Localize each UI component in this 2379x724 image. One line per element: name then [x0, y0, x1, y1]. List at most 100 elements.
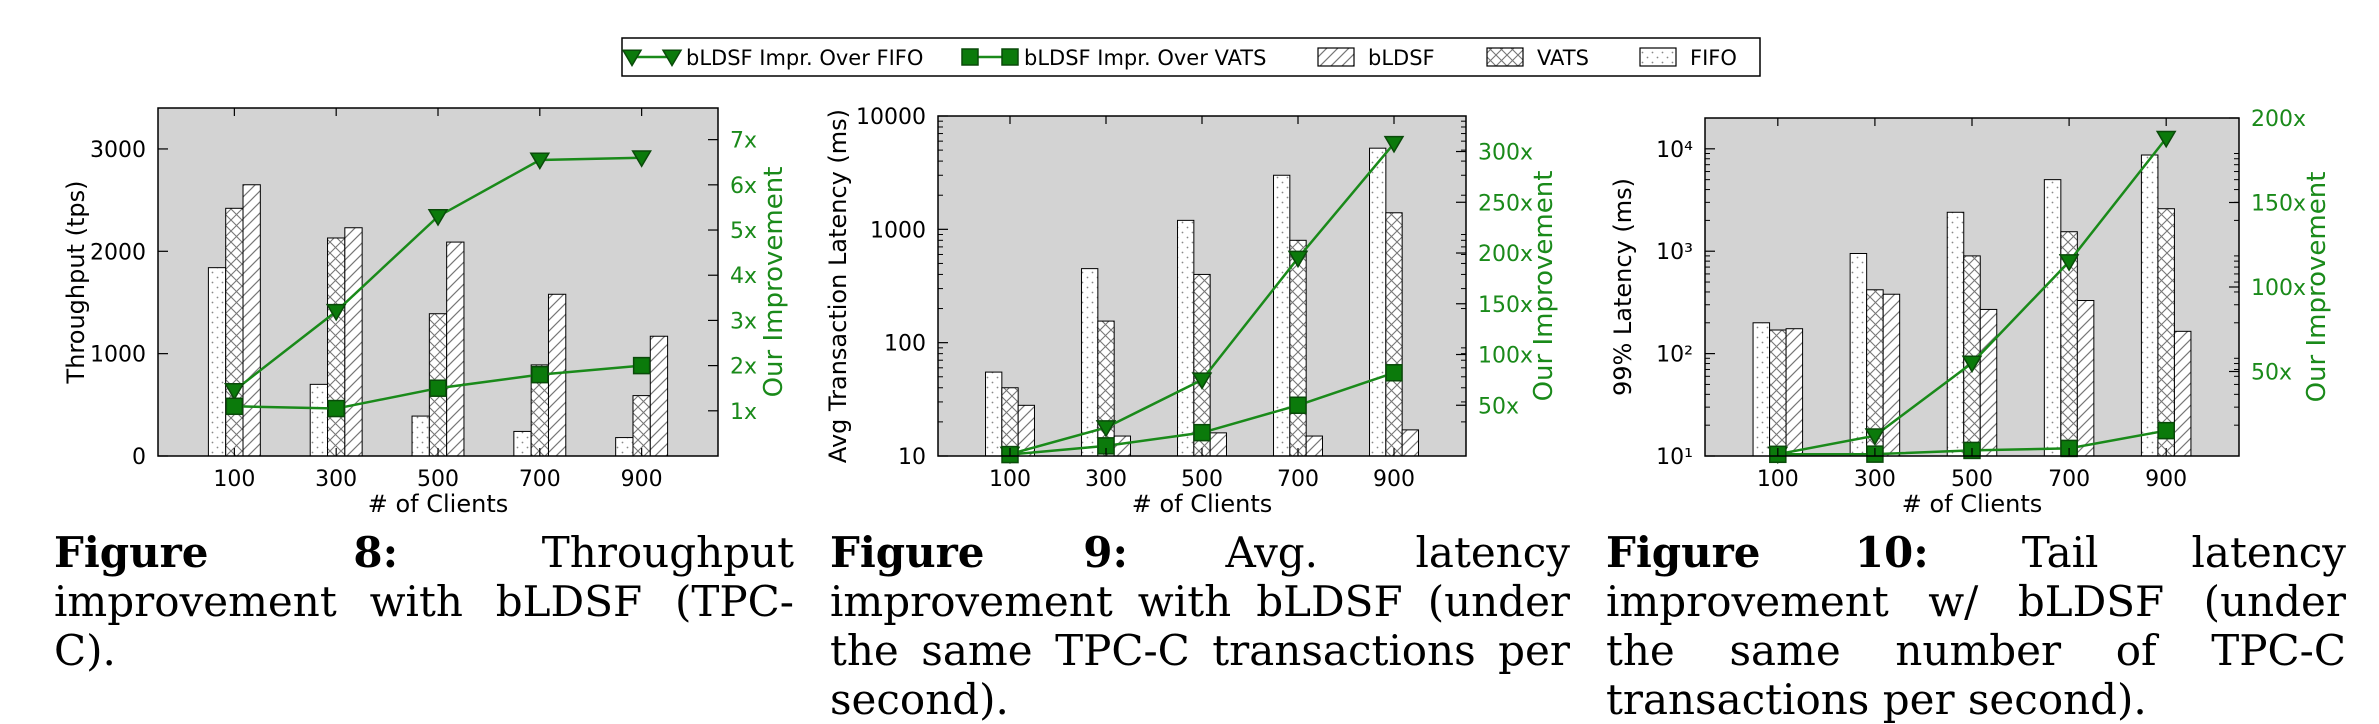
legend-item: FIFO — [1639, 46, 1737, 70]
caption-text: Throughput improvement with bLDSF (TPC-C… — [54, 528, 794, 675]
caption-label: Figure 9: — [830, 528, 1128, 577]
legend-item: bLDSF Impr. Over FIFO — [621, 46, 923, 70]
bar-vats — [327, 237, 346, 457]
bar-bldsf — [547, 293, 567, 457]
x-tick-label: 900 — [2145, 467, 2187, 492]
legend-swatch — [1639, 47, 1677, 67]
marker-impr-over-vats — [632, 356, 651, 375]
bar-bldsf — [649, 335, 669, 457]
y2-tick-label: 4x — [730, 264, 757, 289]
legend-marker — [661, 49, 683, 68]
marker-impr-over-fifo — [1191, 372, 1213, 390]
x-tick-label: 500 — [1181, 467, 1223, 492]
y-tick-label: 10² — [1656, 343, 1693, 368]
figure-canvas: bLDSF Impr. Over FIFO bLDSF Impr. Over VA… — [62, 37, 2332, 518]
y-tick-label: 10¹ — [1656, 445, 1693, 470]
bar-fifo — [985, 371, 1003, 457]
bar-bldsf — [2173, 330, 2192, 457]
marker-impr-over-fifo — [1095, 420, 1117, 438]
y-tick-label: 1000 — [90, 343, 146, 368]
marker-impr-over-vats — [327, 399, 345, 418]
y-tick-label: 10⁴ — [1656, 138, 1693, 163]
bar-fifo — [411, 415, 430, 457]
bar-fifo — [2140, 154, 2159, 457]
bar-bldsf — [2076, 300, 2095, 457]
legend-label: FIFO — [1690, 46, 1737, 70]
marker-impr-over-vats — [531, 365, 549, 384]
bar-fifo — [513, 430, 532, 457]
y-tick-label: 3000 — [90, 138, 146, 163]
y-axis-label: Avg Transaction Latency (ms) — [824, 109, 852, 463]
chart-panel: 100 300 500 700 900 # of Clients 10 100 1000 1000… — [824, 105, 1559, 518]
x-tick-label: 900 — [621, 467, 663, 492]
marker-impr-over-fifo — [325, 303, 347, 322]
bar-fifo — [1177, 219, 1195, 457]
marker-impr-over-fifo — [1864, 428, 1886, 446]
marker-impr-over-fifo — [631, 150, 652, 168]
caption-label: Figure 8: — [54, 528, 399, 577]
y-axis-label: 99% Latency (ms) — [1609, 178, 1637, 396]
legend-swatch — [1486, 47, 1524, 67]
y-tick-label: 10 — [898, 445, 926, 470]
marker-impr-over-fifo — [427, 208, 449, 227]
y-tick-label: 1000 — [870, 218, 926, 243]
bar-bldsf — [1401, 429, 1419, 457]
legend-item: bLDSF — [1317, 46, 1435, 70]
y-tick-label: 0 — [132, 445, 146, 470]
bar-fifo — [1081, 268, 1099, 457]
x-axis-label: # of Clients — [1902, 490, 2042, 518]
bar-fifo — [207, 267, 227, 457]
bar-vats — [1001, 387, 1019, 457]
x-tick-label: 100 — [989, 467, 1031, 492]
legend-item: VATS — [1486, 46, 1589, 70]
y2-tick-label: 150x — [1478, 293, 1533, 318]
y2-tick-label: 2x — [730, 355, 757, 380]
bar-fifo — [1369, 147, 1387, 457]
bar-bldsf — [1882, 293, 1901, 457]
y2-tick-label: 250x — [1478, 191, 1533, 216]
legend-label: bLDSF Impr. Over FIFO — [686, 46, 923, 70]
marker-impr-over-fifo — [224, 382, 245, 401]
y-tick-label: 2000 — [90, 240, 146, 265]
bar-fifo — [1849, 252, 1868, 457]
legend-label: bLDSF — [1368, 46, 1435, 70]
bar-fifo — [1273, 174, 1291, 457]
bar-vats — [1769, 329, 1787, 457]
y2-axis-label: Our Improvement — [1529, 171, 1559, 402]
legend-item: bLDSF Impr. Over VATS — [961, 46, 1266, 70]
caption-label: Figure 10: — [1606, 528, 1929, 577]
bar-bldsf — [344, 227, 363, 457]
y2-tick-label: 6x — [730, 174, 757, 199]
x-axis-label: # of Clients — [1132, 490, 1272, 518]
y2-tick-label: 50x — [2251, 361, 2292, 386]
y-tick-label: 10000 — [856, 105, 926, 130]
charts: 100 300 500 700 900 # of Clients 0 1000 2000 3000… — [62, 105, 2332, 518]
bar-fifo — [1752, 322, 1771, 457]
bar-fifo — [309, 383, 329, 457]
y2-tick-label: 300x — [1478, 141, 1533, 166]
y2-tick-label: 7x — [730, 129, 757, 154]
bar-vats — [1289, 239, 1307, 457]
x-tick-label: 300 — [1854, 467, 1896, 492]
y2-tick-label: 200x — [1478, 242, 1533, 267]
x-tick-label: 700 — [519, 467, 561, 492]
legend: bLDSF Impr. Over FIFO bLDSF Impr. Over VA… — [621, 37, 1761, 77]
x-tick-label: 500 — [417, 467, 459, 492]
legend-marker — [961, 48, 979, 66]
bar-fifo — [2043, 179, 2062, 457]
figure-10-caption: Figure 10: Tail latency improvement w/ b… — [1606, 528, 2346, 724]
bar-bldsf — [1113, 435, 1131, 457]
bar-bldsf — [1209, 432, 1227, 457]
marker-impr-over-vats — [1385, 364, 1403, 382]
legend-label: bLDSF Impr. Over VATS — [1024, 46, 1266, 70]
y2-tick-label: 100x — [1478, 344, 1533, 369]
legend-frame — [621, 37, 1761, 77]
x-tick-label: 700 — [2048, 467, 2090, 492]
bar-fifo — [615, 437, 634, 457]
marker-impr-over-fifo — [1383, 135, 1405, 154]
bar-vats — [2157, 208, 2175, 457]
y-axis-label: Throughput (tps) — [62, 181, 90, 385]
bar-fifo — [1946, 211, 1965, 457]
y2-axis-label: Our Improvement — [759, 167, 789, 398]
bar-bldsf — [446, 241, 465, 457]
